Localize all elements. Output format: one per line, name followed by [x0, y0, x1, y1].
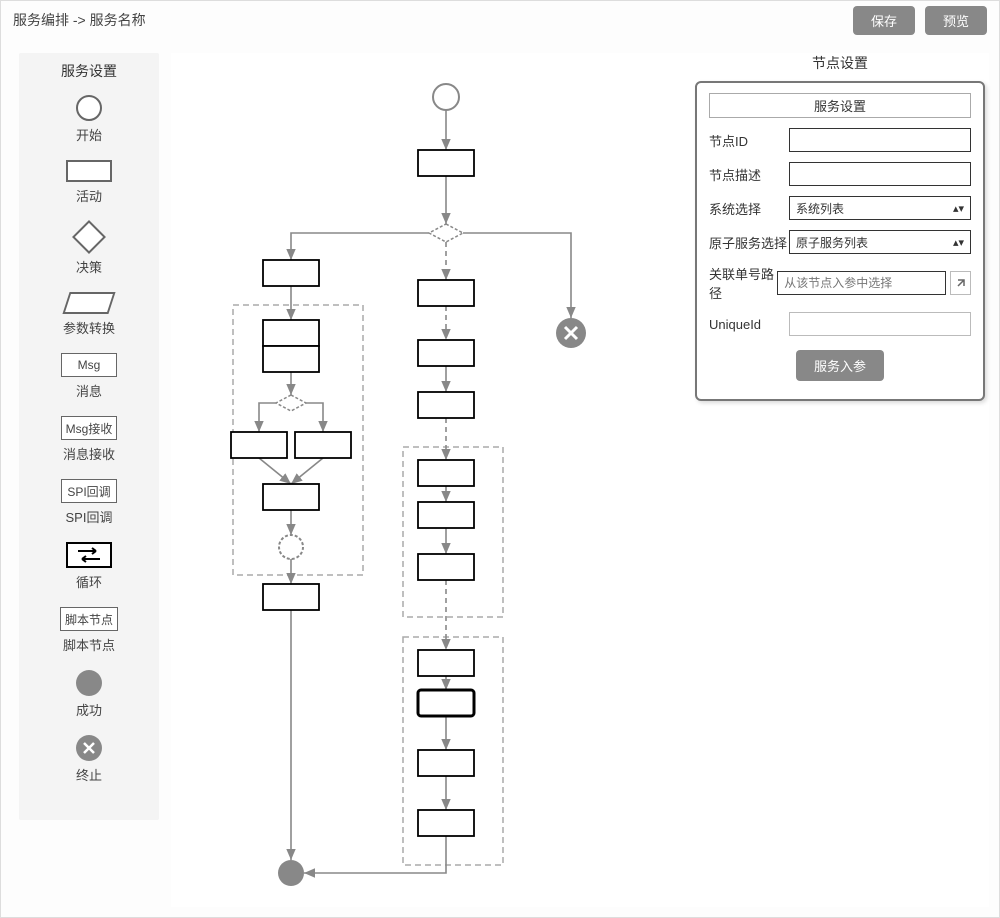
palette-label: 脚本节点	[63, 635, 115, 654]
main: 服务设置 开始 活动 决策 参数转换 Msg 消息 Msg接	[1, 39, 999, 917]
label-system-select: 系统选择	[709, 199, 789, 218]
preview-button[interactable]: 预览	[925, 6, 987, 35]
palette-label: 活动	[76, 186, 102, 205]
breadcrumb: 服务编排 -> 服务名称	[13, 10, 843, 30]
node-settings-panel: 服务设置 节点ID 节点描述 系统选择 系统列表 ▴▾	[695, 81, 985, 401]
input-rel-path[interactable]	[777, 271, 946, 295]
app-root: 服务编排 -> 服务名称 保存 预览 服务设置 开始 活动 决策 参数转换	[0, 0, 1000, 918]
panel-subtitle: 服务设置	[709, 93, 971, 118]
palette: 服务设置 开始 活动 决策 参数转换 Msg 消息 Msg接	[19, 53, 159, 820]
chevron-updown-icon: ▴▾	[953, 202, 964, 215]
row-system-select: 系统选择 系统列表 ▴▾	[709, 196, 971, 220]
palette-item-terminate[interactable]: 终止	[19, 735, 159, 784]
palette-label: SPI回调	[66, 507, 113, 526]
header: 服务编排 -> 服务名称 保存 预览	[1, 1, 999, 39]
msg-recv-icon: Msg接收	[61, 416, 118, 440]
loop-icon	[66, 542, 112, 568]
palette-label: 消息接收	[63, 444, 115, 463]
palette-item-decision[interactable]: 决策	[19, 221, 159, 276]
input-unique-id[interactable]	[789, 312, 971, 336]
palette-item-script[interactable]: 脚本节点 脚本节点	[19, 607, 159, 654]
side-panel: 节点设置 服务设置 节点ID 节点描述 系统选择 系统列表 ▴▾	[695, 53, 985, 401]
terminate-icon	[76, 735, 102, 761]
palette-label: 终止	[76, 765, 102, 784]
input-node-id[interactable]	[789, 128, 971, 152]
label-node-id: 节点ID	[709, 131, 789, 150]
palette-item-success[interactable]: 成功	[19, 670, 159, 719]
open-picker-button[interactable]	[950, 271, 971, 295]
service-params-button[interactable]: 服务入参	[796, 350, 884, 381]
row-node-desc: 节点描述	[709, 162, 971, 186]
palette-label: 循环	[76, 572, 102, 591]
palette-label: 决策	[76, 257, 102, 276]
select-system[interactable]: 系统列表 ▴▾	[789, 196, 971, 220]
label-atomic-select: 原子服务选择	[709, 233, 789, 252]
input-node-desc[interactable]	[789, 162, 971, 186]
start-icon	[76, 95, 102, 121]
palette-item-loop[interactable]: 循环	[19, 542, 159, 591]
chevron-updown-icon: ▴▾	[953, 236, 964, 249]
palette-item-spi[interactable]: SPI回调 SPI回调	[19, 479, 159, 526]
palette-label: 参数转换	[63, 318, 115, 337]
palette-label: 消息	[76, 381, 102, 400]
script-icon: 脚本节点	[60, 607, 118, 631]
label-rel-path: 关联单号路径	[709, 264, 777, 302]
success-icon	[76, 670, 102, 696]
flow-svg	[171, 53, 691, 913]
side-panel-title: 节点设置	[695, 53, 985, 73]
select-system-value: 系统列表	[796, 200, 844, 217]
msg-icon: Msg	[61, 353, 117, 377]
palette-item-msg[interactable]: Msg 消息	[19, 353, 159, 400]
row-rel-path: 关联单号路径	[709, 264, 971, 302]
row-unique-id: UniqueId	[709, 312, 971, 336]
decision-icon	[72, 220, 106, 254]
palette-item-start[interactable]: 开始	[19, 95, 159, 144]
row-atomic-select: 原子服务选择 原子服务列表 ▴▾	[709, 230, 971, 254]
label-unique-id: UniqueId	[709, 317, 789, 332]
select-atomic-value: 原子服务列表	[796, 234, 868, 251]
palette-label: 开始	[76, 125, 102, 144]
select-atomic[interactable]: 原子服务列表 ▴▾	[789, 230, 971, 254]
palette-item-activity[interactable]: 活动	[19, 160, 159, 205]
param-icon	[62, 292, 115, 314]
activity-icon	[66, 160, 112, 182]
palette-item-param[interactable]: 参数转换	[19, 292, 159, 337]
spi-icon: SPI回调	[61, 479, 117, 503]
palette-label: 成功	[76, 700, 102, 719]
row-node-id: 节点ID	[709, 128, 971, 152]
label-node-desc: 节点描述	[709, 165, 789, 184]
palette-item-msg-recv[interactable]: Msg接收 消息接收	[19, 416, 159, 463]
external-icon	[955, 277, 967, 289]
palette-title: 服务设置	[19, 53, 159, 95]
save-button[interactable]: 保存	[853, 6, 915, 35]
